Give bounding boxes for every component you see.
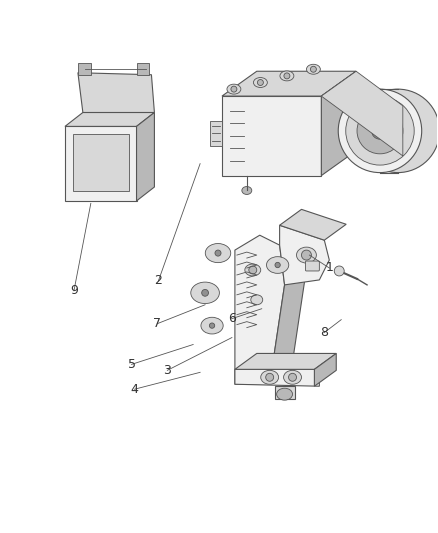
Ellipse shape [280, 71, 294, 81]
Circle shape [201, 289, 208, 296]
Polygon shape [321, 71, 356, 175]
Polygon shape [275, 386, 294, 399]
Polygon shape [137, 112, 155, 201]
Ellipse shape [297, 247, 316, 263]
Ellipse shape [283, 370, 301, 384]
Polygon shape [314, 353, 336, 386]
Polygon shape [65, 126, 137, 201]
Circle shape [334, 266, 344, 276]
Polygon shape [210, 121, 222, 146]
Ellipse shape [277, 388, 293, 400]
Text: 2: 2 [155, 274, 162, 287]
Polygon shape [222, 96, 321, 175]
Ellipse shape [254, 77, 267, 87]
Ellipse shape [346, 96, 414, 165]
Text: 3: 3 [163, 364, 171, 377]
Polygon shape [198, 284, 213, 302]
Circle shape [209, 323, 215, 328]
Ellipse shape [357, 108, 403, 154]
Polygon shape [235, 353, 336, 369]
Polygon shape [65, 112, 155, 126]
Circle shape [311, 66, 316, 72]
Polygon shape [222, 71, 356, 96]
Polygon shape [279, 209, 346, 240]
Ellipse shape [245, 264, 261, 276]
Circle shape [231, 86, 237, 92]
Ellipse shape [251, 295, 263, 305]
Polygon shape [137, 63, 149, 75]
Polygon shape [235, 235, 285, 384]
Polygon shape [78, 63, 91, 75]
Text: 7: 7 [153, 317, 161, 330]
Circle shape [301, 250, 311, 260]
Polygon shape [279, 225, 329, 285]
Circle shape [275, 262, 280, 268]
Text: 8: 8 [320, 326, 328, 339]
Polygon shape [211, 245, 225, 261]
FancyBboxPatch shape [305, 261, 319, 271]
Polygon shape [78, 72, 155, 112]
Text: 9: 9 [70, 284, 78, 297]
Circle shape [289, 373, 297, 381]
Polygon shape [270, 269, 307, 384]
Polygon shape [272, 258, 284, 272]
Polygon shape [73, 134, 129, 191]
Circle shape [284, 73, 290, 79]
Circle shape [249, 266, 257, 274]
Polygon shape [321, 71, 403, 156]
Ellipse shape [191, 282, 219, 304]
Ellipse shape [266, 257, 289, 273]
Ellipse shape [261, 370, 279, 384]
Polygon shape [206, 319, 218, 333]
Ellipse shape [307, 64, 320, 74]
Circle shape [215, 250, 221, 256]
Ellipse shape [242, 187, 252, 195]
Text: 1: 1 [325, 262, 333, 274]
Circle shape [371, 123, 389, 139]
Ellipse shape [356, 89, 438, 173]
Circle shape [266, 373, 274, 381]
Circle shape [258, 79, 263, 85]
Ellipse shape [201, 317, 223, 334]
Polygon shape [235, 369, 319, 386]
Text: 5: 5 [127, 358, 135, 371]
Ellipse shape [205, 244, 231, 263]
Text: 4: 4 [131, 383, 138, 395]
Ellipse shape [338, 89, 422, 173]
Text: 6: 6 [228, 312, 236, 325]
Ellipse shape [227, 84, 241, 94]
